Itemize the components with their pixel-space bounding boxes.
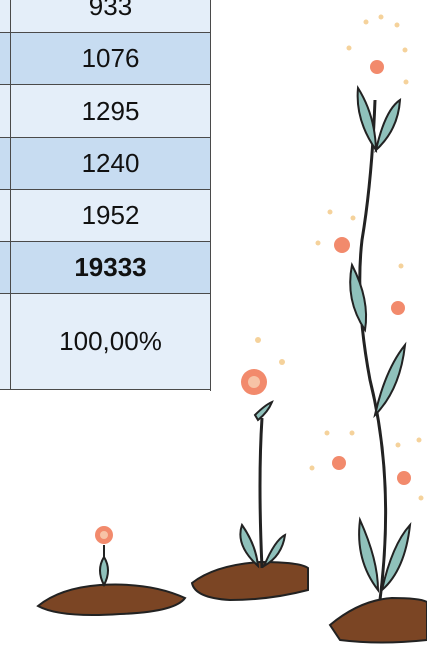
- data-table: 933 1076 1295 1240 1952 19333 100,00%: [0, 0, 211, 391]
- row-edge: [0, 33, 11, 85]
- table-cell: 1240: [11, 138, 210, 190]
- tall-plant: [309, 14, 427, 644]
- table-border: [210, 0, 211, 391]
- row-edge: [0, 190, 11, 242]
- table-cell: 1952: [11, 190, 210, 242]
- row-edge: [0, 242, 11, 294]
- small-plant: [36, 526, 187, 616]
- row-edge: [0, 0, 11, 33]
- row-edge: [0, 85, 11, 138]
- table-cell: 100,00%: [11, 294, 210, 390]
- table-cell: 1076: [11, 33, 210, 85]
- row-edge: [0, 294, 11, 390]
- table-cell: 19333: [11, 242, 210, 294]
- row-edge: [0, 138, 11, 190]
- medium-plant: [190, 337, 309, 602]
- table-cell: 933: [11, 0, 210, 33]
- table-cell: 1295: [11, 85, 210, 138]
